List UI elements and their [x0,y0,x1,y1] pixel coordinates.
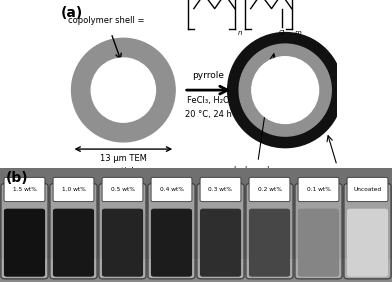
Text: blowing: blowing [243,178,273,187]
FancyBboxPatch shape [200,177,241,202]
Text: copolymer shell =: copolymer shell = [68,16,144,25]
FancyBboxPatch shape [50,184,97,279]
FancyBboxPatch shape [151,209,192,277]
Circle shape [91,58,156,122]
Circle shape [252,57,319,124]
Text: 1.0 wt%: 1.0 wt% [62,187,85,192]
FancyBboxPatch shape [347,209,388,277]
Text: 0.1 wt%: 0.1 wt% [307,187,330,192]
Text: Cl: Cl [278,30,285,36]
Text: hydrocarbon: hydrocarbon [234,166,282,175]
Bar [0,259,392,282]
Text: 0.5 wt%: 0.5 wt% [111,187,134,192]
Text: Uncoated: Uncoated [354,187,381,192]
FancyBboxPatch shape [102,209,143,277]
FancyBboxPatch shape [53,177,94,202]
Text: 20 °C, 24 h: 20 °C, 24 h [185,110,232,119]
Text: pyrrole: pyrrole [192,71,225,80]
FancyBboxPatch shape [1,184,48,279]
FancyBboxPatch shape [4,209,45,277]
Text: FeCl₃, H₂O: FeCl₃, H₂O [187,96,230,105]
FancyBboxPatch shape [246,184,293,279]
FancyBboxPatch shape [102,177,143,202]
Text: m: m [294,30,301,36]
FancyBboxPatch shape [298,209,339,277]
FancyBboxPatch shape [4,177,45,202]
FancyBboxPatch shape [53,209,94,277]
Circle shape [239,44,331,136]
FancyBboxPatch shape [249,209,290,277]
FancyBboxPatch shape [298,177,339,202]
Text: 0.3 wt%: 0.3 wt% [209,187,232,192]
FancyBboxPatch shape [99,184,146,279]
Text: n: n [238,30,242,36]
Text: 1.5 wt%: 1.5 wt% [13,187,36,192]
FancyBboxPatch shape [151,177,192,202]
Circle shape [72,38,175,142]
Text: particle: particle [107,167,139,176]
Text: polypyrrole: polypyrrole [315,169,359,178]
Text: 0.2 wt%: 0.2 wt% [258,187,281,192]
Text: (a): (a) [61,6,83,20]
FancyBboxPatch shape [197,184,244,279]
Text: agent: agent [247,190,269,199]
FancyBboxPatch shape [200,209,241,277]
FancyBboxPatch shape [347,177,388,202]
Text: 13 μm TEM: 13 μm TEM [100,154,147,163]
FancyBboxPatch shape [148,184,195,279]
Text: coating: coating [323,182,351,191]
Circle shape [228,32,343,148]
FancyBboxPatch shape [295,184,342,279]
FancyBboxPatch shape [344,184,391,279]
FancyBboxPatch shape [249,177,290,202]
Text: (b): (b) [6,171,29,185]
Text: 0.4 wt%: 0.4 wt% [160,187,183,192]
